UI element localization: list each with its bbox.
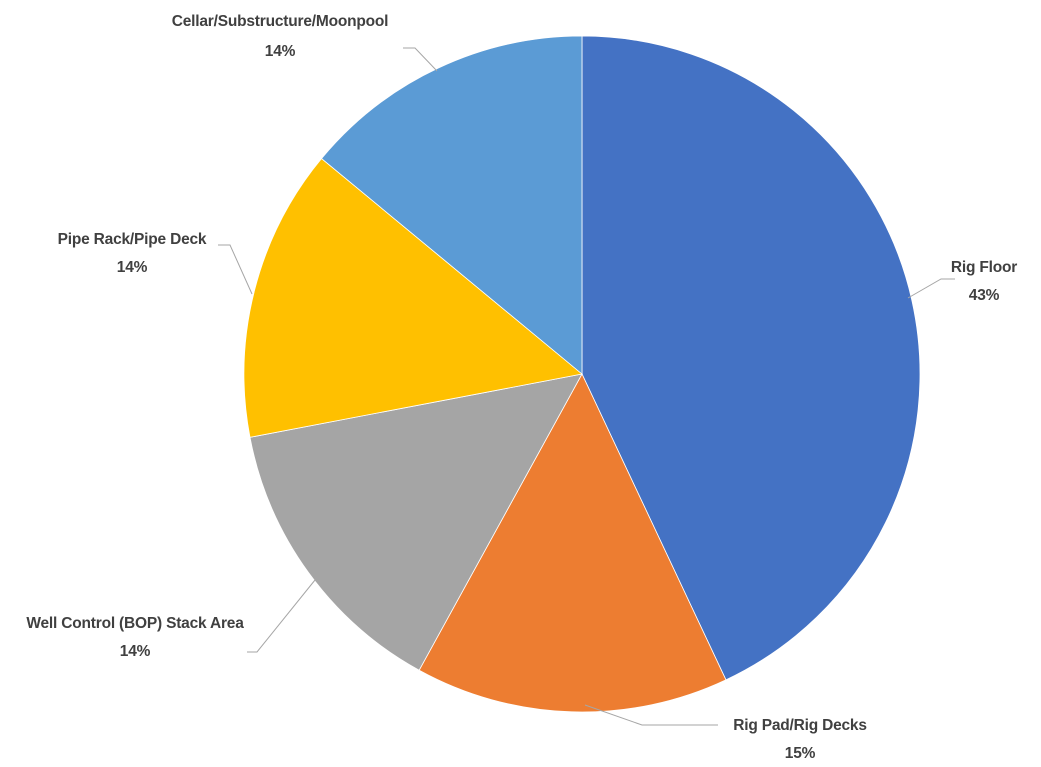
slice-label-rig-floor: Rig Floor	[951, 259, 1017, 276]
slice-label-cellar-substructure-moonpool: Cellar/Substructure/Moonpool	[172, 13, 389, 30]
leader-line-rig-pad-rig-decks	[584, 704, 718, 726]
slice-label-well-control-bop-stack-area: Well Control (BOP) Stack Area	[26, 615, 244, 632]
pie-slice-rig-floor	[581, 35, 921, 681]
pie-slices	[243, 35, 921, 713]
leader-line-cellar-substructure-moonpool	[403, 47, 438, 72]
slice-label-rig-pad-rig-decks: Rig Pad/Rig Decks	[733, 717, 867, 734]
pie-slice-well-control-bop-stack-area	[249, 373, 583, 671]
data-labels: Rig Floor 43% Rig Pad/Rig Decks 15% Well Con…	[26, 13, 1017, 762]
pie-slice-pipe-rack-pipe-deck	[243, 157, 583, 438]
leader-line-rig-floor	[907, 278, 955, 299]
slice-percent-well-control-bop-stack-area: 14%	[120, 643, 151, 660]
slice-percent-rig-floor: 43%	[969, 287, 1000, 304]
pie-slice-rig-pad-rig-decks	[418, 373, 727, 713]
slice-label-pipe-rack-pipe-deck: Pipe Rack/Pipe Deck	[58, 231, 207, 248]
slice-percent-cellar-substructure-moonpool: 14%	[265, 43, 296, 60]
leader-lines	[218, 47, 955, 726]
slice-percent-pipe-rack-pipe-deck: 14%	[117, 259, 148, 276]
leader-line-well-control-bop-stack-area	[247, 579, 316, 653]
slice-percent-rig-pad-rig-decks: 15%	[785, 745, 816, 762]
pie-slice-cellar-substructure-moonpool	[321, 35, 583, 375]
leader-line-pipe-rack-pipe-deck	[218, 244, 253, 295]
